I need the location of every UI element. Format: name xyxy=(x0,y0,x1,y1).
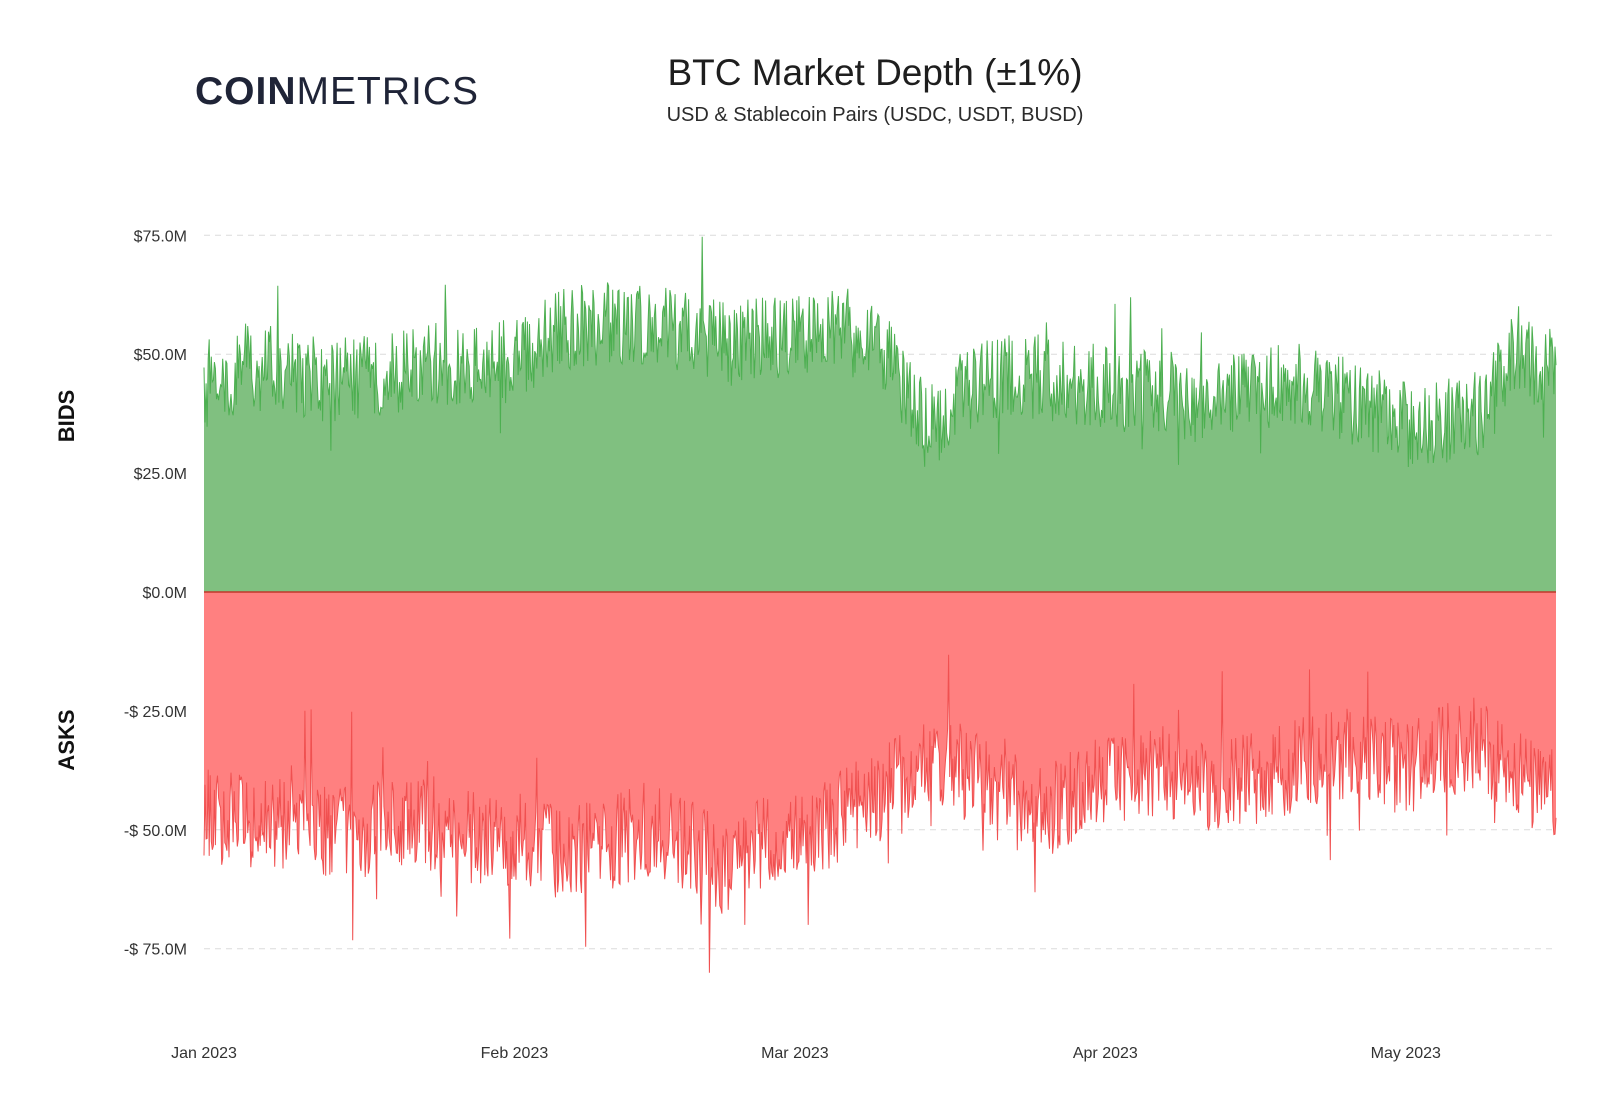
x-tick-label: May 2023 xyxy=(1371,1045,1441,1062)
y-tick-label: -$ 50.0M xyxy=(124,823,187,840)
y-tick-label: $25.0M xyxy=(134,466,187,483)
bids-line xyxy=(203,236,1557,468)
y-tick-label: $0.0M xyxy=(143,585,187,602)
asks-line xyxy=(203,654,1557,973)
x-tick-label: Mar 2023 xyxy=(761,1045,829,1062)
y-tick-label: -$ 75.0M xyxy=(124,942,187,959)
x-tick-label: Apr 2023 xyxy=(1073,1045,1138,1062)
asks-area xyxy=(204,592,1556,973)
x-tick-label: Jan 2023 xyxy=(171,1045,237,1062)
x-tick-label: Feb 2023 xyxy=(481,1045,549,1062)
asks-axis-label: ASKS xyxy=(54,709,79,770)
logo-light-text: METRICS xyxy=(296,70,479,113)
y-tick-label: -$ 25.0M xyxy=(124,704,187,721)
logo-bold-text: COIN xyxy=(195,70,297,113)
chart-title: BTC Market Depth (±1%) xyxy=(667,52,1083,93)
bids-area xyxy=(204,236,1556,592)
brand-logo: COINMETRICS xyxy=(195,70,479,114)
y-tick-label: $50.0M xyxy=(134,347,187,364)
y-tick-label: $75.0M xyxy=(134,228,187,245)
bids-axis-label: BIDS xyxy=(54,390,79,443)
chart-subtitle: USD & Stablecoin Pairs (USDC, USDT, BUSD… xyxy=(666,104,1084,126)
area-layer xyxy=(203,236,1557,973)
axis-layer: $75.0M $50.0M $25.0M $0.0M -$ 25.0M -$ 50.0M -… xyxy=(124,228,1441,1062)
